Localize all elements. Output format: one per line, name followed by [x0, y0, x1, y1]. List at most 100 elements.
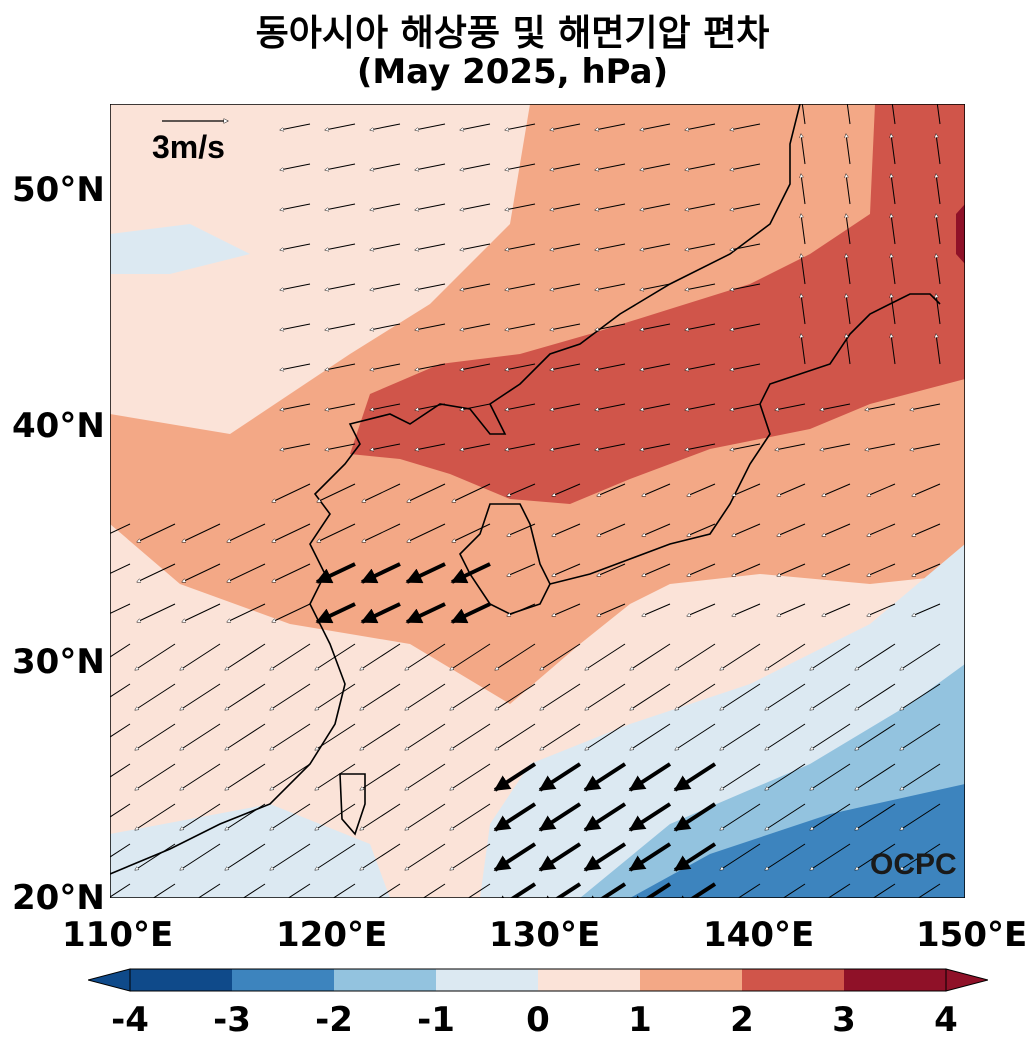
wind-vector — [110, 523, 131, 535]
wind-vector — [460, 203, 491, 210]
pressure-wind-map: 3m/s OCPC — [110, 104, 965, 898]
wind-vector — [280, 363, 311, 370]
wind-vector — [460, 123, 491, 130]
wind-vector — [550, 283, 581, 290]
wind-vector — [912, 483, 941, 496]
wind-vector — [900, 723, 941, 750]
wind-vector — [730, 403, 761, 410]
wind-vector — [225, 843, 266, 870]
wind-vector — [227, 563, 266, 582]
wind-vector — [360, 803, 401, 830]
wind-vector — [415, 203, 446, 210]
wind-vector — [685, 123, 716, 130]
wind-vector — [765, 843, 806, 870]
wind-vector — [642, 563, 671, 576]
wind-vector-strong — [538, 762, 582, 792]
wind-vector — [182, 563, 221, 582]
wind-vector — [730, 123, 761, 130]
wind-vector — [720, 723, 761, 750]
lon-label-140: 140°E — [703, 915, 815, 955]
map-title: 동아시아 해상풍 및 해면기압 편차 — [255, 13, 770, 54]
wind-vector — [550, 443, 581, 450]
wind-vector-strong — [493, 762, 537, 792]
wind-vector — [180, 803, 221, 830]
ocpc-watermark: OCPC — [870, 848, 957, 881]
wind-vector-strong — [360, 562, 401, 584]
wind-vector — [642, 483, 671, 496]
wind-vector — [936, 254, 941, 285]
wind-vector — [642, 523, 671, 536]
wind-vector — [810, 723, 851, 750]
lon-label-110: 110°E — [62, 915, 174, 955]
wind-vector — [135, 763, 176, 790]
wind-vector — [855, 643, 896, 670]
wind-vector — [936, 294, 941, 325]
wind-vector — [777, 563, 806, 576]
colorbar-cell — [436, 969, 538, 991]
wind-vector — [422, 883, 446, 898]
wind-vector — [460, 243, 491, 250]
wind-vector — [777, 603, 806, 616]
wind-vector — [452, 483, 491, 502]
wind-vector — [362, 523, 401, 542]
wind-vector — [540, 643, 581, 670]
lon-label-120: 120°E — [276, 915, 388, 955]
wind-vector — [900, 683, 941, 710]
wind-vector — [685, 283, 716, 290]
wind-vector — [595, 403, 626, 410]
wind-vector — [597, 523, 626, 536]
wind-vector — [642, 603, 671, 616]
wind-vector — [280, 403, 311, 410]
wind-vector — [110, 723, 131, 738]
wind-vector — [135, 803, 176, 830]
wind-vector — [675, 643, 716, 670]
wind-vector — [550, 203, 581, 210]
wind-vector — [405, 723, 446, 750]
wind-vector — [325, 363, 356, 370]
wind-vector — [720, 843, 761, 870]
wind-vector — [900, 803, 941, 830]
colorbar-cell — [538, 969, 640, 991]
wind-vector — [846, 104, 851, 125]
wind-vector — [640, 443, 671, 450]
wind-vector-strong — [538, 842, 582, 872]
anomaly-3-4 — [956, 204, 965, 264]
wind-vector — [675, 683, 716, 710]
wind-vector-strong — [583, 842, 627, 872]
wind-vector — [280, 443, 311, 450]
wind-vector — [810, 843, 851, 870]
wind-vector — [227, 523, 266, 542]
wind-vector — [630, 643, 671, 670]
wind-vector-strong — [583, 802, 627, 832]
wind-vector — [415, 283, 446, 290]
wind-vector — [595, 443, 626, 450]
colorbar-tick-label: -2 — [315, 1000, 353, 1040]
wind-vector — [732, 483, 761, 496]
wind-vector — [801, 104, 806, 125]
wind-vector — [685, 163, 716, 170]
wind-vector — [460, 163, 491, 170]
wind-vector — [152, 883, 176, 898]
wind-vector — [730, 203, 761, 210]
wind-vector — [225, 803, 266, 830]
wind-vector — [730, 443, 761, 450]
colorbar-tick-label: 1 — [628, 1000, 652, 1040]
wind-vector — [595, 203, 626, 210]
wind-vector — [110, 803, 131, 818]
wind-vector — [595, 323, 626, 330]
wind-vector — [595, 283, 626, 290]
wind-vector — [450, 683, 491, 710]
wind-vector — [822, 523, 851, 536]
wind-vector — [452, 523, 491, 542]
wind-vector — [640, 363, 671, 370]
wind-vector-strong — [628, 842, 672, 872]
wind-vector — [936, 134, 941, 165]
wind-vector — [865, 403, 896, 410]
wind-vector — [867, 483, 896, 496]
wind-vector — [280, 323, 311, 330]
wind-vector — [891, 104, 896, 125]
wind-vector — [867, 603, 896, 616]
wind-vector — [730, 243, 761, 250]
wind-vector — [110, 683, 131, 698]
wind-vector — [540, 723, 581, 750]
